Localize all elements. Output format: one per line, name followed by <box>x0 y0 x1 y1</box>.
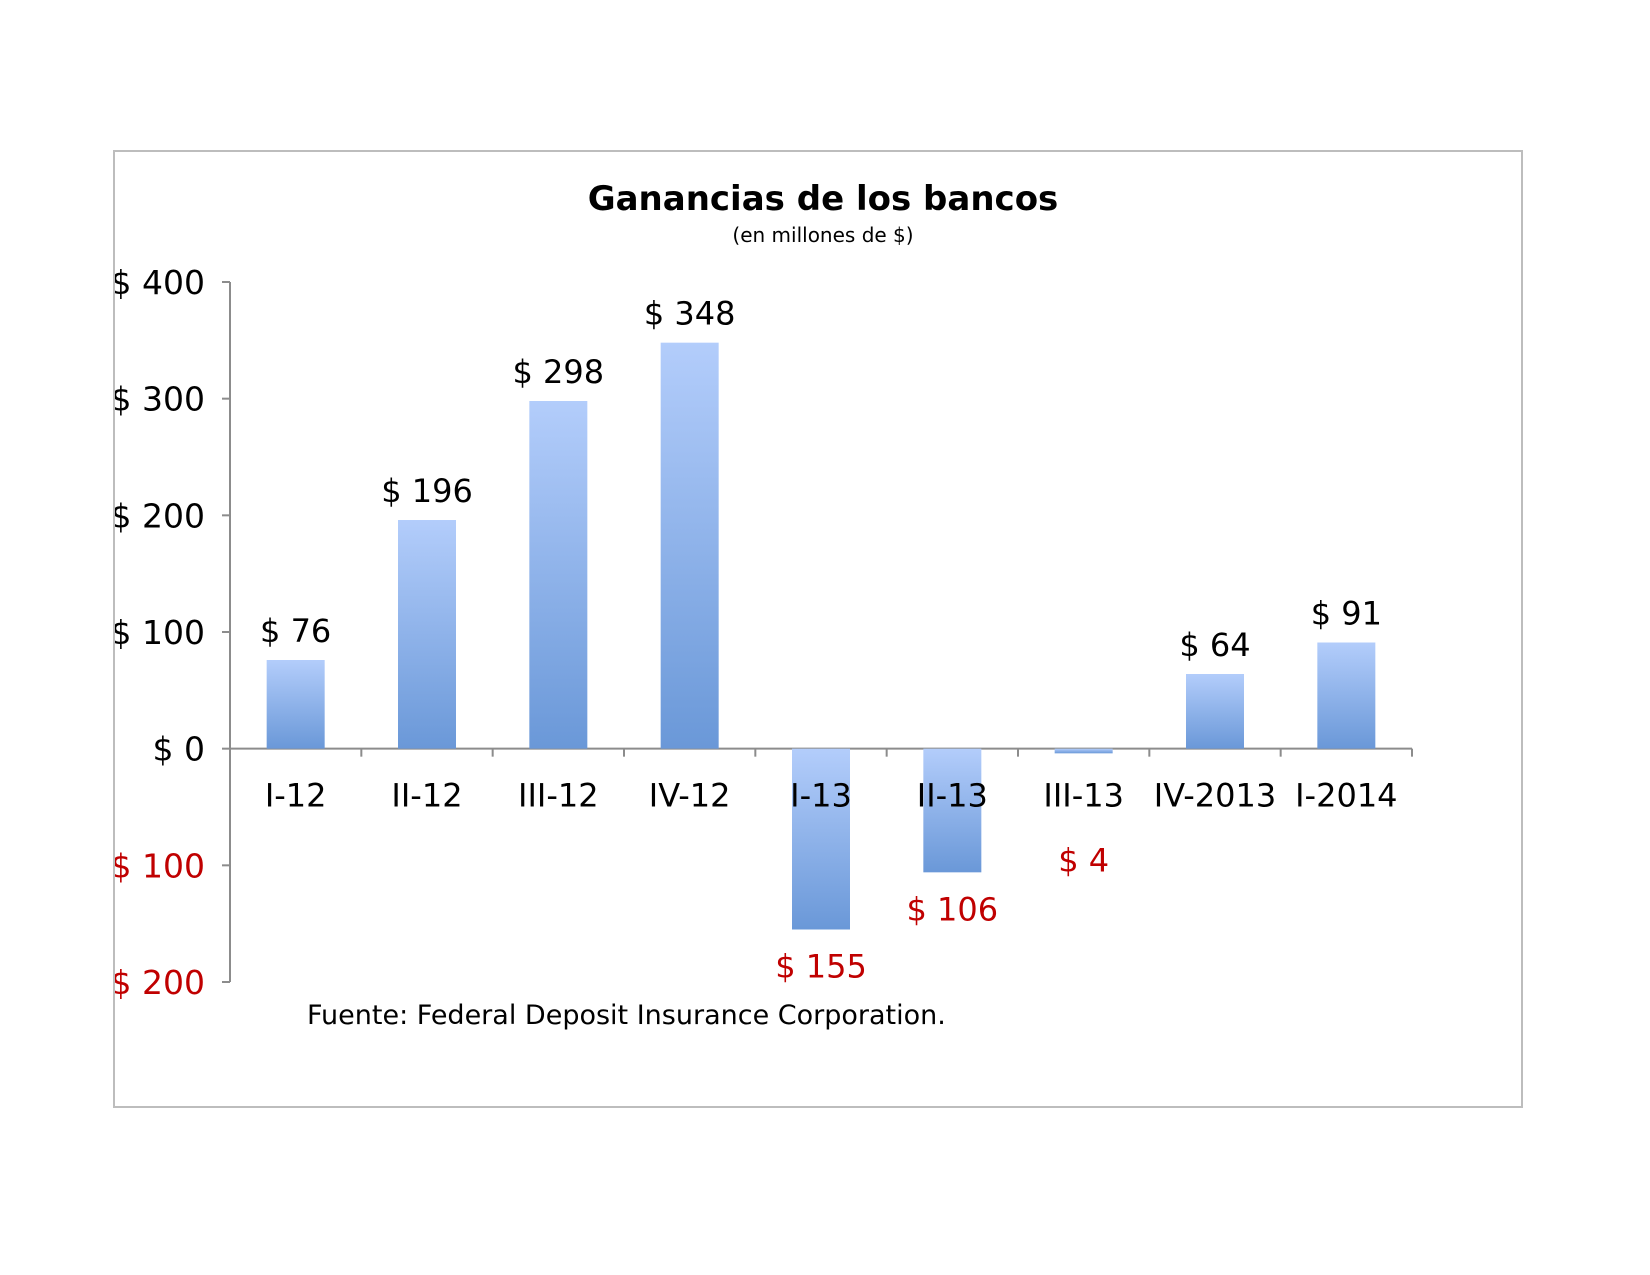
data-label: $ 106 <box>907 890 999 928</box>
y-tick-label: $ 200 <box>115 496 205 535</box>
bar <box>923 748 982 873</box>
y-tick-label: $ 200 <box>115 963 205 1002</box>
data-label: $ 348 <box>644 295 736 333</box>
bar <box>1317 642 1376 749</box>
data-label: $ 298 <box>513 353 605 391</box>
bar <box>1054 748 1113 754</box>
data-label: $ 91 <box>1311 595 1382 633</box>
y-tick-label: $ 400 <box>115 263 205 302</box>
data-label: $ 76 <box>260 612 331 650</box>
x-tick-label: IV-2013 <box>1154 777 1276 815</box>
y-tick-label: $ 0 <box>153 730 205 769</box>
bar <box>792 748 850 930</box>
data-label: $ 4 <box>1058 842 1109 880</box>
x-tick-label: IV-12 <box>649 777 731 815</box>
data-label: $ 155 <box>775 948 867 986</box>
bar <box>1186 674 1244 749</box>
chart-title: Ganancias de los bancos <box>588 179 1059 219</box>
chart-subtitle: (en millones de $) <box>732 223 913 247</box>
x-tick-label: II-12 <box>391 777 462 815</box>
data-label: $ 64 <box>1179 626 1250 664</box>
x-tick-label: II-13 <box>917 777 988 815</box>
y-tick-label: $ 100 <box>115 846 205 885</box>
x-tick-label: I-13 <box>790 777 852 815</box>
y-tick-label: $ 300 <box>115 380 205 419</box>
bar <box>398 520 456 749</box>
bar <box>529 401 588 749</box>
axes: $ 400 $ 300 $ 200 $ 100 $ 0 $ 100 $ 200 <box>115 263 1413 1002</box>
chart-frame: Ganancias de los bancos (en millones de … <box>113 150 1523 1108</box>
x-tick-label: III-13 <box>1043 777 1124 815</box>
bar-chart: Ganancias de los bancos (en millones de … <box>115 179 1413 1031</box>
labels: I-12 II-12 III-12 IV-12 I-13 II-13 III-13 IV-20… <box>260 295 1398 986</box>
x-tick-label: I-2014 <box>1295 777 1397 815</box>
bar <box>266 660 325 749</box>
x-tick-label: I-12 <box>265 777 327 815</box>
data-label: $ 196 <box>381 472 473 510</box>
source-note: Fuente: Federal Deposit Insurance Corpor… <box>307 1000 946 1031</box>
y-tick-label: $ 100 <box>115 613 205 652</box>
bar <box>660 342 719 749</box>
x-tick-label: III-12 <box>518 777 599 815</box>
bars <box>266 342 1376 930</box>
